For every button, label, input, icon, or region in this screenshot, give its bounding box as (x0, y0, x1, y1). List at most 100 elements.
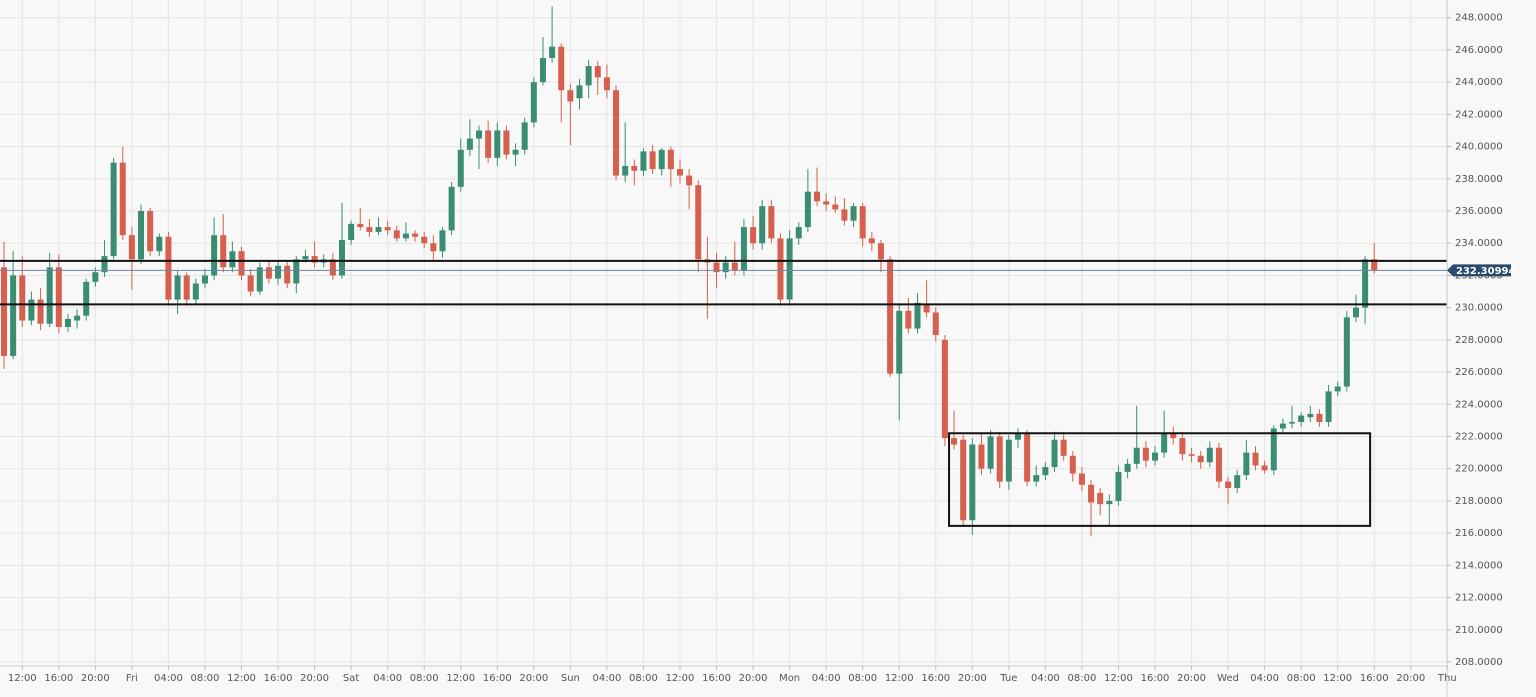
candle-body (1334, 386, 1341, 392)
candle-body (329, 259, 336, 276)
candle-body (402, 233, 409, 239)
candle-body (1307, 413, 1314, 418)
candle-body (823, 201, 830, 205)
candle-body (256, 267, 263, 292)
candle-body (768, 206, 775, 239)
candle-body (448, 186, 455, 231)
candle-body (722, 262, 729, 273)
candle-body (1142, 447, 1149, 461)
candle-body (1343, 317, 1350, 387)
candle-body (549, 46, 556, 58)
candle-body (786, 238, 793, 300)
candle-body (338, 239, 345, 276)
candle-body (119, 162, 126, 236)
candle-body (1051, 439, 1058, 468)
x-tick-label: 20:00 (958, 673, 987, 684)
candle-body (275, 265, 282, 279)
candle-body (138, 210, 145, 260)
y-tick-label: 244.0000 (1455, 77, 1503, 88)
candle-body (622, 165, 629, 176)
candle-body (676, 169, 683, 176)
x-tick-label: 16:00 (921, 673, 950, 684)
candle-body (55, 267, 62, 327)
candle-body (951, 438, 958, 445)
x-tick-label: 08:00 (1287, 673, 1316, 684)
candle-body (229, 251, 236, 268)
candle-body (284, 265, 291, 284)
x-tick-label: 04:00 (1250, 673, 1279, 684)
candle-body (430, 243, 437, 252)
y-tick-label: 248.0000 (1455, 13, 1503, 24)
y-tick-label: 214.0000 (1455, 560, 1503, 571)
x-tick-label: Tue (999, 673, 1017, 684)
candle-body (1014, 433, 1021, 440)
candle-body (868, 238, 875, 244)
range-box (948, 432, 1372, 527)
candle-body (101, 256, 108, 273)
candle-body (905, 310, 912, 329)
y-tick-label: 222.0000 (1455, 431, 1503, 442)
candle-body (594, 66, 601, 78)
candle-body (348, 223, 355, 240)
y-tick-label: 216.0000 (1455, 528, 1503, 539)
x-tick-label: 04:00 (154, 673, 183, 684)
candle-body (357, 223, 364, 228)
candle-body (174, 275, 181, 300)
y-tick-label: 240.0000 (1455, 142, 1503, 153)
candle-body (1325, 391, 1332, 422)
y-tick-label: 246.0000 (1455, 45, 1503, 56)
candle-body (996, 436, 1003, 482)
x-tick-label: 16:00 (483, 673, 512, 684)
candle-body (247, 275, 254, 292)
y-tick-label: 242.0000 (1455, 109, 1503, 120)
candle-body (1060, 439, 1067, 456)
candle-body (695, 185, 702, 260)
candle-body (1352, 307, 1359, 318)
x-tick-label: 20:00 (519, 673, 548, 684)
candle-body (476, 130, 483, 139)
candle-body (1069, 455, 1076, 474)
x-tick-label: 16:00 (1141, 673, 1170, 684)
candle-body (1088, 484, 1095, 503)
candle-body (1170, 433, 1177, 439)
candle-body (412, 233, 419, 237)
candle-body (777, 238, 784, 300)
candle-body (1215, 447, 1222, 482)
candle-body (1206, 447, 1213, 463)
x-tick-label: 04:00 (373, 673, 402, 684)
candle-body (841, 209, 848, 221)
candle-body (759, 206, 766, 244)
candle-body (220, 235, 227, 268)
x-tick-label: 16:00 (702, 673, 731, 684)
x-tick-label: Thu (1437, 673, 1457, 684)
candle-body (914, 302, 921, 329)
candle-body (503, 130, 510, 155)
candle-body (539, 57, 546, 83)
candle-body (156, 236, 163, 252)
y-tick-label: 236.0000 (1455, 206, 1503, 217)
candle-body (640, 151, 647, 171)
y-tick-label: 212.0000 (1455, 593, 1503, 604)
candle-body (1270, 428, 1277, 471)
x-tick-label: 20:00 (1396, 673, 1425, 684)
candle-body (923, 304, 930, 313)
x-tick-label: 08:00 (848, 673, 877, 684)
x-tick-label: 20:00 (1177, 673, 1206, 684)
candle-body (211, 235, 218, 276)
candle-body (1234, 475, 1241, 489)
x-tick-label: 20:00 (739, 673, 768, 684)
candle-body (1252, 452, 1259, 466)
candle-body (887, 259, 894, 374)
candle-body (1261, 465, 1268, 471)
candle-body (978, 444, 985, 469)
candle-body (1033, 475, 1040, 482)
candle-body (667, 149, 674, 170)
candle-body (19, 275, 26, 321)
candle-body (1225, 481, 1232, 489)
candle-body (631, 165, 638, 171)
candle-body (814, 191, 821, 202)
candle-body (1, 267, 7, 356)
candle-body (1243, 452, 1250, 476)
candle-body (439, 230, 446, 252)
